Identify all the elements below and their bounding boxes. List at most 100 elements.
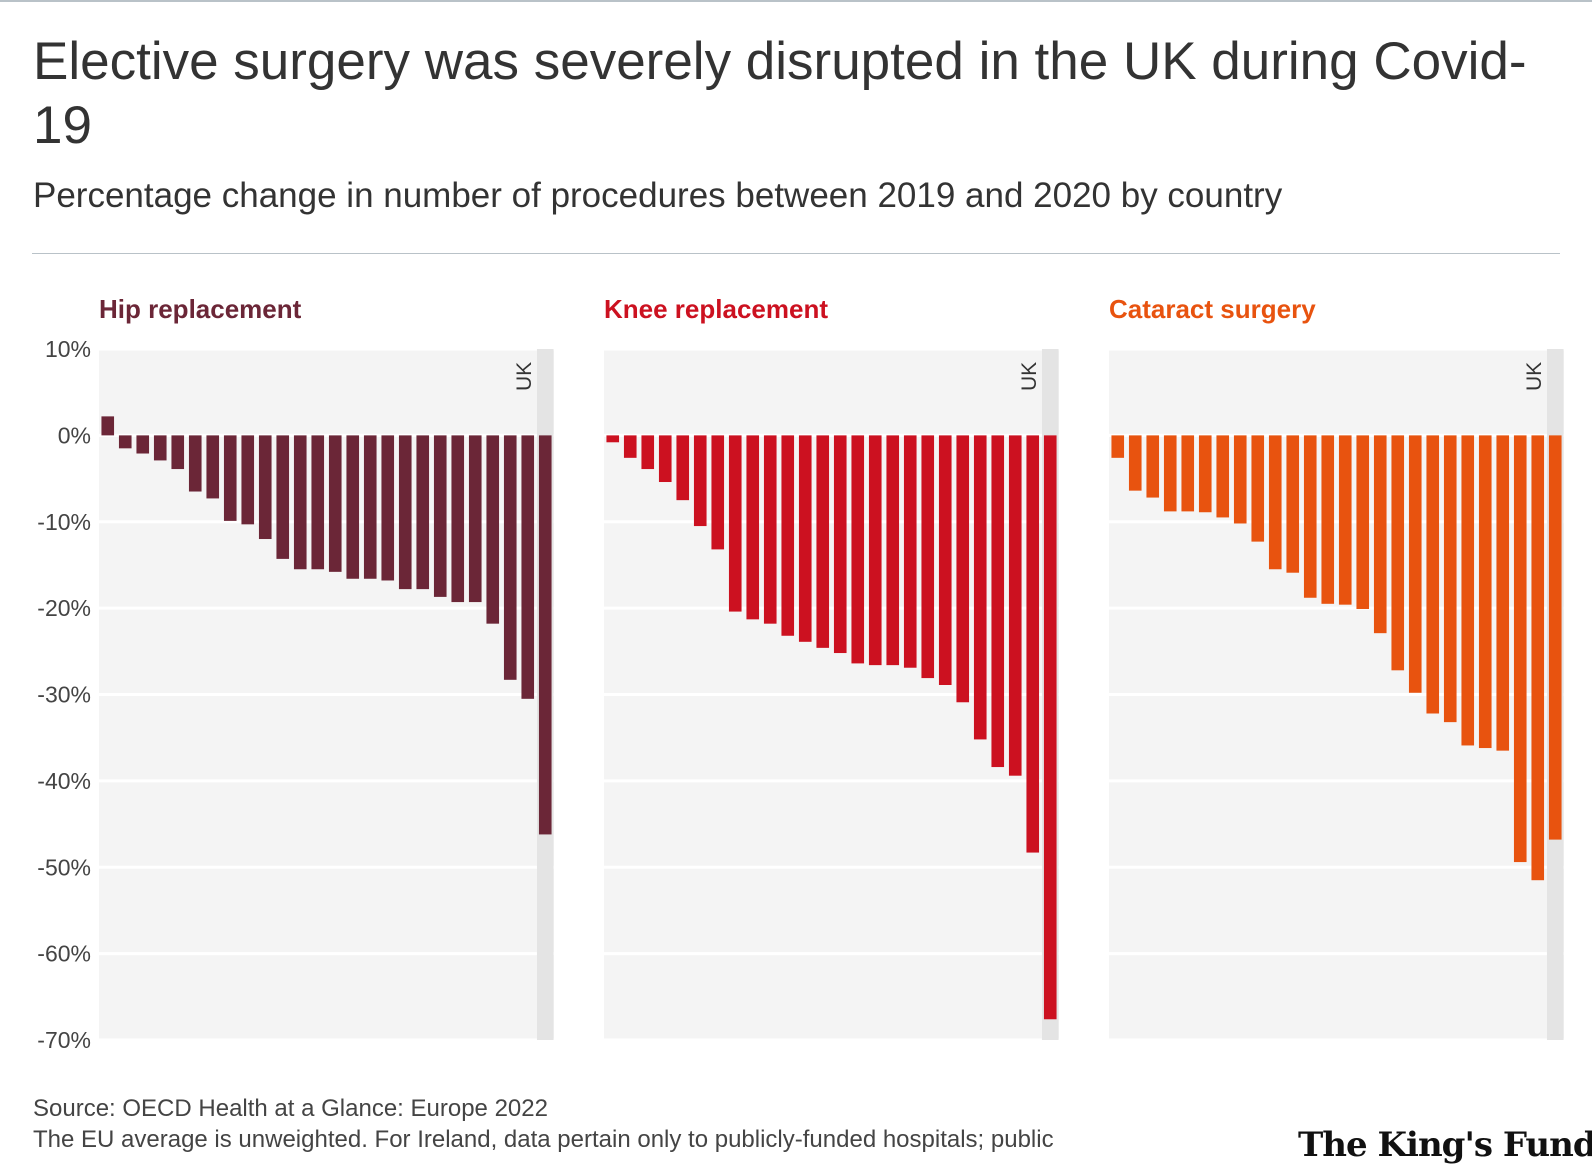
hip-replacement-bar (486, 435, 500, 624)
knee-replacement-bar (1043, 435, 1057, 1020)
hip-replacement-bar (276, 435, 290, 559)
hip-replacement-bar (381, 435, 395, 581)
knee-replacement-bar (798, 435, 812, 642)
knee-replacement-bar (746, 435, 760, 620)
hip-replacement-bar (416, 435, 430, 590)
cataract-surgery-bar (1338, 435, 1352, 605)
knee-replacement-bar (868, 435, 882, 666)
hip-replacement-bar (118, 435, 132, 449)
header-divider (32, 253, 1560, 254)
knee-replacement-bar (903, 435, 917, 668)
cataract-surgery-uk-label: UK (1523, 362, 1546, 391)
knee-replacement-bar (763, 435, 777, 624)
knee-replacement-bar (676, 435, 690, 501)
hip-replacement-bar (398, 435, 412, 590)
hip-replacement-bar (346, 435, 360, 579)
y-tick-label: -60% (37, 941, 91, 967)
knee-replacement-bar (1026, 435, 1040, 853)
cataract-surgery-bar (1128, 435, 1142, 491)
hip-replacement-uk-label: UK (513, 362, 536, 391)
hip-replacement-bar (521, 435, 535, 699)
hip-replacement-bar (293, 435, 307, 570)
top-border (0, 0, 1592, 2)
kings-fund-logo: The King's Fund (1298, 1125, 1592, 1165)
hip-replacement-bar (538, 435, 552, 835)
hip-replacement-bar (311, 435, 325, 570)
cataract-surgery-bar (1548, 435, 1562, 840)
cataract-surgery-bar (1461, 435, 1475, 746)
hip-replacement-panel-title: Hip replacement (99, 294, 302, 324)
hip-replacement-bar (451, 435, 465, 603)
knee-replacement-bar (833, 435, 847, 654)
knee-replacement-bar (991, 435, 1005, 768)
hip-replacement-bar (101, 416, 115, 436)
hip-replacement-bar (503, 435, 517, 680)
cataract-surgery-bar (1111, 435, 1125, 458)
y-tick-label: -50% (37, 854, 91, 880)
y-tick-label: 10% (45, 336, 91, 362)
chart-subtitle: Percentage change in number of procedure… (33, 176, 1283, 215)
source-note: Source: OECD Health at a Glance: Europe … (33, 1095, 548, 1122)
knee-replacement-bar (606, 435, 620, 443)
knee-replacement-bar (658, 435, 672, 483)
hip-replacement-bar (153, 435, 167, 461)
hip-replacement-bar (258, 435, 272, 540)
hip-replacement-bar (363, 435, 377, 579)
knee-replacement-bar (693, 435, 707, 527)
cataract-surgery-bar (1233, 435, 1247, 524)
hip-replacement-bar (433, 435, 447, 597)
knee-replacement-uk-label: UK (1018, 362, 1041, 391)
knee-replacement-bar (851, 435, 865, 664)
knee-replacement-bar (728, 435, 742, 612)
knee-replacement-bar (711, 435, 725, 550)
cataract-surgery-bar (1216, 435, 1230, 518)
hip-replacement-bar (223, 435, 237, 521)
hip-replacement-bar (328, 435, 342, 572)
cataract-surgery-bar (1181, 435, 1195, 512)
cataract-surgery-bar (1251, 435, 1265, 542)
chart-title: Elective surgery was severely disrupted … (33, 32, 1527, 155)
cataract-surgery-bar (1163, 435, 1177, 512)
y-tick-label: -70% (37, 1027, 91, 1053)
y-tick-label: -20% (37, 595, 91, 621)
knee-replacement-bar (886, 435, 900, 666)
caveat-note: The EU average is unweighted. For Irelan… (33, 1126, 1054, 1153)
cataract-surgery-bar (1286, 435, 1300, 573)
cataract-surgery-bar (1478, 435, 1492, 749)
knee-replacement-bar (641, 435, 655, 470)
cataract-surgery-bar (1303, 435, 1317, 598)
y-tick-label: 0% (58, 422, 91, 448)
hip-replacement-bar (206, 435, 220, 499)
knee-replacement-bar (956, 435, 970, 703)
cataract-surgery-bar (1356, 435, 1370, 609)
knee-replacement-bar (781, 435, 795, 636)
hip-replacement-bar (241, 435, 255, 525)
knee-replacement-bar (1008, 435, 1022, 776)
cataract-surgery-bar (1408, 435, 1422, 693)
hip-replacement-bar (171, 435, 185, 470)
cataract-surgery-bar (1198, 435, 1212, 513)
cataract-surgery-bar (1496, 435, 1510, 751)
cataract-surgery-bar (1443, 435, 1457, 723)
hip-replacement-bar (136, 435, 150, 454)
cataract-surgery-bar (1146, 435, 1160, 498)
y-tick-label: -30% (37, 682, 91, 708)
cataract-surgery-panel-title: Cataract surgery (1109, 294, 1316, 324)
knee-replacement-bar (816, 435, 830, 648)
y-tick-label: -40% (37, 768, 91, 794)
knee-replacement-bar (623, 435, 637, 458)
cataract-surgery-bar (1268, 435, 1282, 570)
cataract-surgery-bar (1321, 435, 1335, 604)
cataract-surgery-bar (1426, 435, 1440, 714)
knee-replacement-bar (921, 435, 935, 679)
knee-replacement-panel-title: Knee replacement (604, 294, 828, 324)
cataract-surgery-bar (1513, 435, 1527, 863)
cataract-surgery-bar (1391, 435, 1405, 671)
hip-replacement-bar (188, 435, 202, 492)
hip-replacement-bar (468, 435, 482, 603)
y-tick-label: -10% (37, 509, 91, 535)
cataract-surgery-bar (1531, 435, 1545, 881)
knee-replacement-bar (938, 435, 952, 685)
knee-replacement-bar (973, 435, 987, 740)
